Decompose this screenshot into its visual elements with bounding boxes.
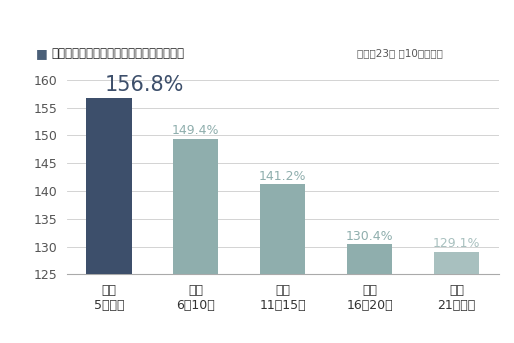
Bar <box>434 252 479 274</box>
Text: 156.8%: 156.8% <box>105 75 184 95</box>
Bar <box>173 139 218 274</box>
Bar <box>347 244 392 274</box>
Text: （東京23区 第10年以内）: （東京23区 第10年以内） <box>357 48 443 58</box>
Text: 130.4%: 130.4% <box>346 230 393 243</box>
Text: ■: ■ <box>36 47 48 60</box>
Bar <box>86 97 132 274</box>
Text: 141.2%: 141.2% <box>259 170 306 182</box>
Text: 129.1%: 129.1% <box>433 237 480 250</box>
Bar <box>260 184 305 274</box>
Text: 〈駅近〉のリセールバリュー: 〈駅近〉のリセールバリュー <box>187 15 327 33</box>
Text: 149.4%: 149.4% <box>172 124 219 137</box>
Text: 最寄駅からの所要時間別リセールバリュー: 最寄駅からの所要時間別リセールバリュー <box>51 47 185 60</box>
